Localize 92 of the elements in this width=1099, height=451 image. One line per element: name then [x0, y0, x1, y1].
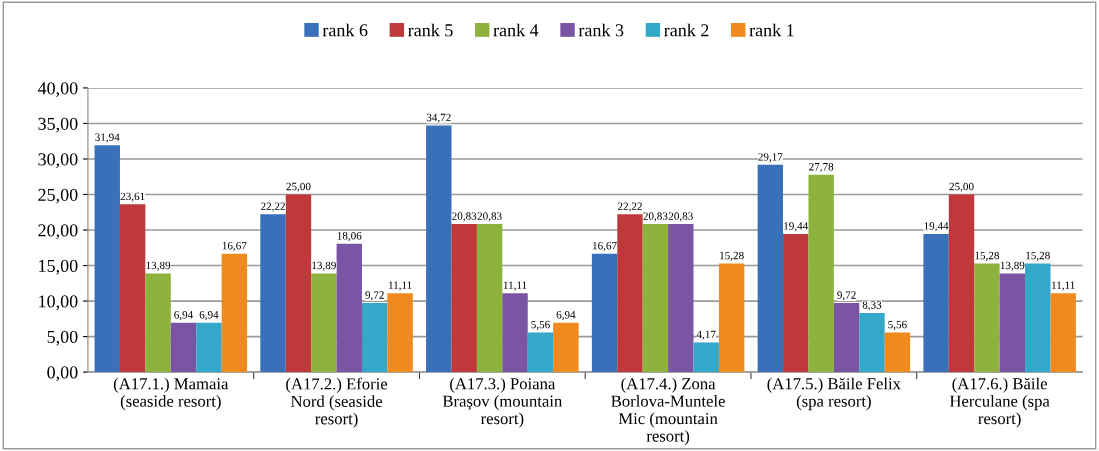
data-label: 11,11: [389, 281, 412, 291]
bar: [1025, 263, 1051, 373]
data-label: 18,06: [337, 232, 362, 242]
bar: [693, 342, 719, 373]
data-label: 22,22: [617, 202, 642, 212]
data-label: 19,44: [924, 222, 949, 232]
data-label: 15,28: [1026, 251, 1050, 261]
data-label: 20,83: [643, 212, 668, 222]
data-label: 25,00: [949, 182, 974, 192]
data-label: 15,28: [720, 251, 744, 261]
y-tick-label: 35,00: [38, 117, 78, 133]
data-label: 11,11: [1052, 281, 1075, 291]
data-label: 16,67: [222, 241, 247, 252]
x-tick-label: (A17.2.) Eforie Nord (seaside resort): [286, 377, 388, 428]
bar: [884, 332, 911, 373]
bar: [808, 174, 834, 373]
bar: [145, 273, 171, 373]
data-label: 5,56: [531, 320, 550, 330]
data-label: 11,11: [503, 281, 527, 291]
data-label: 9,72: [837, 291, 856, 301]
data-label: 31,94: [95, 133, 120, 143]
bar: [196, 322, 222, 373]
data-label: 6,94: [174, 311, 194, 321]
bar: [119, 204, 146, 373]
data-label: 20,83: [668, 212, 693, 222]
bar: [387, 293, 413, 373]
y-tick-label: 20,00: [38, 224, 78, 240]
y-tick-label: 40,00: [37, 82, 78, 97]
bar: [361, 303, 388, 373]
y-tick-label: 15,00: [39, 259, 78, 275]
bar: [311, 273, 337, 373]
bar: [260, 214, 286, 373]
data-label: 4,17: [696, 330, 716, 340]
data-label: 25,00: [286, 182, 311, 192]
bar: [451, 224, 477, 373]
legend-label: rank 5: [408, 23, 453, 37]
x-tick-label: (A17.5.) Băile Felix (spa resort): [767, 377, 901, 411]
bar: [476, 224, 503, 373]
data-label: 29,17: [758, 153, 783, 163]
y-tick-label: 25,00: [38, 188, 78, 204]
bar: [221, 253, 248, 373]
data-label: 15,28: [975, 251, 999, 261]
bar: [502, 293, 528, 373]
legend-label: rank 6: [322, 23, 368, 37]
bar: [285, 194, 312, 373]
bar: [668, 224, 694, 373]
x-tick-label: (A17.3.) Poiana Brașov (mountain resort): [442, 377, 563, 428]
bar: [553, 322, 579, 373]
x-tick-label: (A17.6.) Băile Herculane (spa resort): [949, 377, 1050, 428]
bar: [336, 243, 362, 373]
bar: [718, 263, 745, 373]
x-tick-label: (A17.4.) Zona Borlova-Muntele Mic (mountain resort): [611, 377, 725, 446]
data-label: 6,94: [556, 311, 576, 321]
legend-label: rank 4: [493, 23, 539, 37]
y-tick-label: 30,00: [38, 153, 78, 169]
legend-label: rank 3: [578, 23, 624, 37]
bar: [94, 145, 120, 373]
bar: [948, 194, 975, 373]
data-label: 8,33: [862, 301, 882, 311]
data-label: 20,83: [452, 212, 477, 222]
y-tick-label: 10,00: [39, 295, 78, 311]
legend-label: rank 2: [664, 23, 709, 37]
bar: [999, 273, 1026, 373]
data-label: 5,56: [888, 320, 907, 330]
bar: [617, 214, 643, 373]
bar: [591, 253, 618, 373]
y-tick-label: 5,00: [47, 330, 78, 346]
x-tick-label: (A17.1.) Mamaia (seaside resort): [113, 377, 229, 411]
bar: [170, 322, 197, 373]
bar: [527, 332, 554, 373]
data-label: 13,89: [1000, 261, 1025, 271]
y-tick-label: 0,00: [47, 366, 78, 382]
data-label: 13,89: [312, 261, 336, 271]
bar: [859, 312, 885, 373]
data-label: 6,94: [199, 311, 219, 321]
data-label: 23,61: [120, 192, 145, 202]
bar: [757, 164, 784, 373]
data-label: 9,72: [365, 291, 384, 301]
data-label: 19,44: [784, 222, 809, 232]
data-label: 22,22: [261, 202, 285, 212]
bar: [833, 303, 860, 373]
bar: [642, 224, 669, 373]
bar: [783, 233, 809, 373]
data-label: 34,72: [426, 113, 451, 123]
legend-label: rank 1: [749, 23, 794, 37]
data-label: 16,67: [593, 241, 617, 252]
data-label: 20,83: [477, 212, 502, 222]
data-label: 27,78: [809, 162, 834, 173]
bar: [974, 263, 1000, 373]
bar: [1050, 293, 1076, 373]
data-label: 13,89: [146, 261, 171, 271]
bar: [923, 233, 949, 373]
